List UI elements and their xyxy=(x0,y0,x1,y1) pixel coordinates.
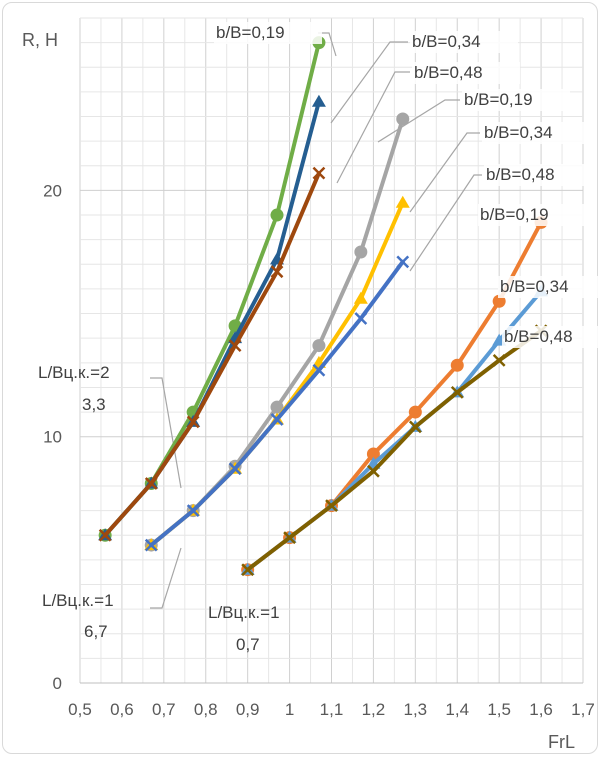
data-point-x xyxy=(354,312,368,325)
data-point-x xyxy=(450,385,464,399)
annotation-leader-line xyxy=(150,547,182,609)
label-leader-line xyxy=(336,71,410,184)
x-tick-label: 0,9 xyxy=(236,700,260,719)
data-point-x xyxy=(186,504,200,517)
x-tick-label: 0,5 xyxy=(68,700,92,719)
data-point-x xyxy=(312,363,326,377)
data-point-triangle xyxy=(311,94,326,107)
group-annotation-line2: 3,3 xyxy=(82,395,106,414)
data-point-x xyxy=(408,420,422,434)
x-tick-label: 0,7 xyxy=(152,700,176,719)
y-tick-label: 10 xyxy=(43,428,62,447)
series-label: b/B=0,48 xyxy=(486,165,555,184)
y-tick-label: 20 xyxy=(43,181,62,200)
data-point-x xyxy=(396,255,410,269)
x-axis-label: FrL xyxy=(548,732,575,752)
data-point-circle xyxy=(408,405,422,419)
series-label: b/B=0,48 xyxy=(414,63,483,82)
data-point-x xyxy=(98,528,112,542)
series-label-bg xyxy=(462,89,570,111)
series-label: b/B=0,19 xyxy=(464,90,533,109)
data-point-circle xyxy=(366,447,380,461)
data-point-x xyxy=(492,353,506,367)
data-point-x xyxy=(367,464,380,478)
tick-labels: 0,5 0,6 0,7 0,8 0,9 1 1,1 1,2 1,3 1,4 1,5 1,6 1,7 0 10… xyxy=(43,181,595,719)
data-point-x xyxy=(228,339,242,352)
series-label-bg xyxy=(214,22,322,44)
data-point-x xyxy=(186,415,200,429)
data-point-x xyxy=(144,477,158,490)
x-tick-label: 0,6 xyxy=(110,700,134,719)
series-label-bg xyxy=(478,204,586,226)
data-point-x xyxy=(228,462,242,476)
series-label: b/B=0,34 xyxy=(500,277,569,296)
series-label-bg xyxy=(484,164,592,186)
series-label: b/B=0,34 xyxy=(412,32,481,51)
series-label-bg xyxy=(498,276,602,298)
data-point-circle xyxy=(312,339,326,353)
series-label-bg xyxy=(410,31,518,53)
x-tick-label: 0,8 xyxy=(194,700,218,719)
series-layer xyxy=(98,36,549,577)
grid xyxy=(79,17,584,684)
data-point-circle xyxy=(270,400,284,414)
series-label-bg xyxy=(502,326,602,348)
x-tick-label: 1 xyxy=(285,700,294,719)
x-tick-label: 1,1 xyxy=(320,700,344,719)
x-tick-label: 1,5 xyxy=(487,700,511,719)
series-labels: b/B=0,19 b/B=0,34 b/B=0,48 b/B=0,19 b/B=0,34… xyxy=(214,22,602,348)
series-label: b/B=0,19 xyxy=(480,205,549,224)
data-point-circle xyxy=(270,208,284,222)
data-point-circle xyxy=(450,358,464,372)
series-label-bg xyxy=(412,62,520,84)
group-annotation-line1: L/Вц.к.=2 xyxy=(38,363,110,382)
label-leader-line xyxy=(330,41,408,124)
label-leader-line xyxy=(409,132,480,213)
annotation-leader-line xyxy=(150,377,182,489)
series-line xyxy=(149,116,405,548)
x-tick-label: 1,3 xyxy=(404,700,428,719)
x-tick-label: 1,6 xyxy=(529,700,553,719)
label-leader-line xyxy=(377,99,460,143)
x-tick-label: 1,4 xyxy=(445,700,469,719)
series-label: b/B=0,34 xyxy=(484,123,553,142)
label-leaders xyxy=(150,32,482,609)
group-annotation-line2: 0,7 xyxy=(236,635,260,654)
x-tick-label: 1,7 xyxy=(571,700,595,719)
data-point-triangle xyxy=(395,195,410,208)
group-annotation-line2: 6,7 xyxy=(84,622,108,641)
data-point-triangle xyxy=(353,291,368,304)
series-label: b/B=0,48 xyxy=(504,327,573,346)
series-label: b/B=0,19 xyxy=(216,23,285,42)
x-tick-label: 1,2 xyxy=(362,700,386,719)
data-point-x xyxy=(270,265,284,279)
group-annotation-line1: L/Вц.к.=1 xyxy=(208,603,280,622)
group-annotation-line1: L/Вц.к.=1 xyxy=(42,591,114,610)
data-point-x xyxy=(325,499,338,513)
y-tick-label: 0 xyxy=(53,674,62,693)
data-point-circle xyxy=(396,112,410,126)
group-annotations: L/Вц.к.=2 3,3 L/Вц.к.=1 6,7 L/Вц.к.=1 0,7 xyxy=(38,363,280,654)
data-point-x xyxy=(312,166,326,180)
data-point-x xyxy=(270,413,284,426)
series-line xyxy=(103,171,321,538)
y-axis-label: R, Н xyxy=(22,30,58,50)
series-line xyxy=(245,328,544,572)
data-point-x xyxy=(283,531,296,545)
data-point-circle xyxy=(354,245,368,259)
data-point-x xyxy=(144,538,158,552)
label-leader-line xyxy=(409,174,482,272)
data-point-x xyxy=(241,563,255,577)
series-label-bg xyxy=(482,122,590,144)
